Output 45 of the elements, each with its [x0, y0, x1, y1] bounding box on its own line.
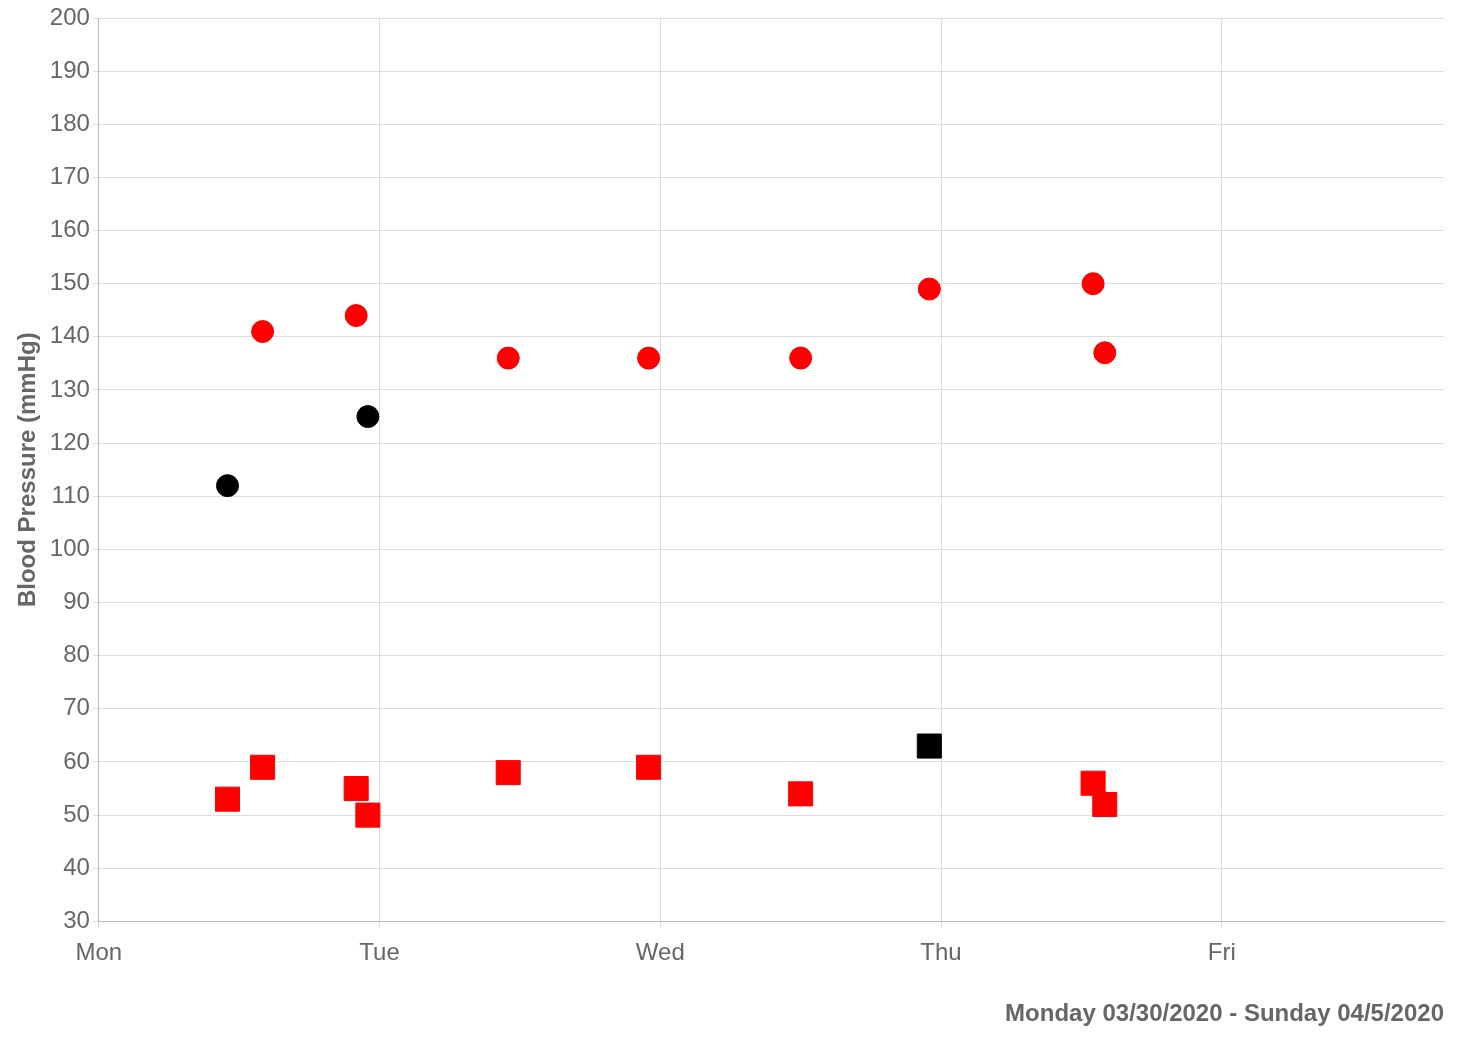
y-tick-label: 180 [49, 108, 90, 136]
point [1093, 341, 1117, 365]
point [251, 320, 275, 344]
x-tick-label: Tue [359, 938, 400, 966]
x-axis-title: Monday 03/30/2020 - Sunday 04/5/2020 [1005, 999, 1444, 1027]
point [917, 277, 941, 301]
point [1081, 272, 1105, 296]
point [637, 346, 661, 370]
x-tick-label: Fri [1207, 938, 1236, 966]
y-axis-title: Blood Pressure (mmHg) [13, 332, 41, 608]
point [789, 346, 813, 370]
point [356, 405, 380, 429]
point [214, 786, 241, 812]
point [216, 474, 240, 498]
y-tick-label: 140 [49, 321, 90, 349]
y-tick-label: 100 [49, 534, 90, 562]
y-tick-label: 40 [63, 852, 90, 880]
y-tick-label: 150 [49, 268, 90, 296]
y-tick-label: 130 [49, 374, 90, 402]
point [343, 776, 369, 802]
y-tick-label: 190 [49, 55, 90, 83]
y-tick-label: 200 [49, 2, 90, 30]
x-tick-label: Thu [920, 938, 962, 966]
y-tick-label: 110 [51, 480, 90, 508]
point [344, 304, 368, 328]
y-tick-label: 160 [49, 215, 90, 243]
y-tick-label: 30 [63, 906, 90, 934]
x-tick-label: Mon [75, 938, 123, 966]
y-tick-label: 80 [63, 640, 90, 668]
point [496, 346, 520, 370]
point [1080, 770, 1106, 796]
point [495, 760, 521, 786]
y-tick-label: 50 [63, 799, 90, 827]
point [355, 802, 381, 828]
y-tick-label: 120 [49, 427, 90, 455]
point [788, 781, 814, 807]
point [916, 733, 942, 759]
y-tick-label: 90 [63, 587, 90, 615]
y-tick-label: 60 [63, 746, 90, 774]
x-tick-label: Wed [635, 938, 685, 966]
point [636, 754, 662, 780]
y-tick-label: 70 [63, 693, 90, 721]
point [250, 754, 276, 780]
y-tick-label: 170 [49, 162, 90, 190]
point [1092, 791, 1118, 818]
